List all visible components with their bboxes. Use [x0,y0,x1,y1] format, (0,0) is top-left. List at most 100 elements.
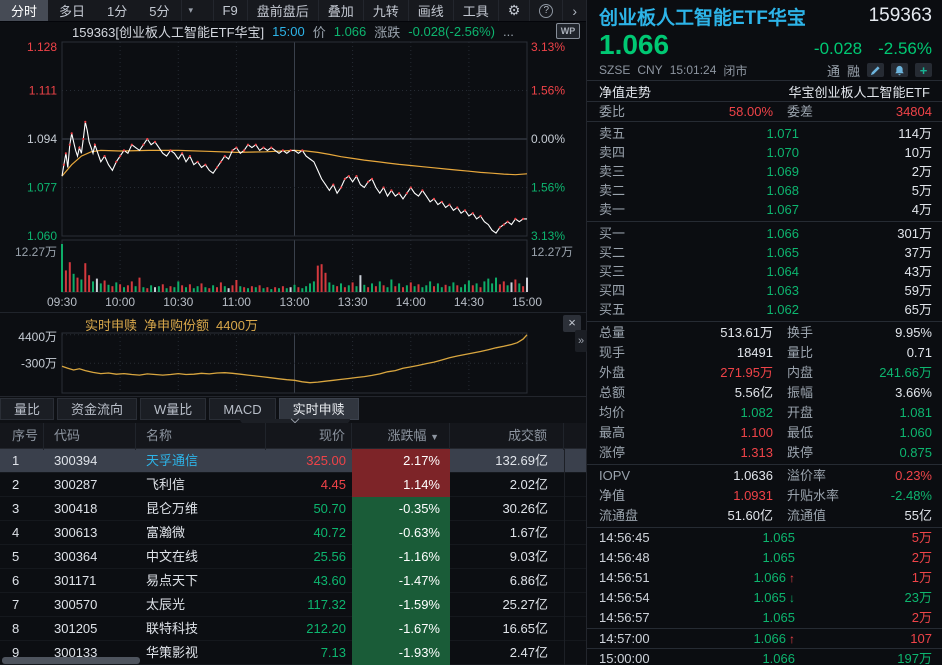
stat-row: 净值 1.0931 升贴水率 -2.48% [587,486,942,506]
intraday-chart-svg[interactable]: 1.128 3.13% 1.111 1.56% 1.094 0.00% 1.077 1.56%… [0,40,586,312]
svg-text:13:00: 13:00 [279,295,309,309]
panel-collapse-handle[interactable]: » [575,330,587,352]
header-code[interactable]: 代码 [44,423,136,450]
table-row[interactable]: 2 300287 飞利信 4.45 1.14% 2.02亿 [0,473,586,497]
tick-time: 14:56:54 [599,590,650,605]
menu-overlay[interactable]: 叠加 [317,0,363,21]
expand-arrow-icon[interactable]: › [562,0,586,21]
cell-price: 7.13 [320,645,346,660]
subchart-close-button[interactable]: × [563,315,581,332]
header-turnover[interactable]: 成交额 [450,423,564,450]
fund-full-name[interactable]: 华宝创业板人工智能ETF [788,84,930,100]
edit-pencil-icon[interactable] [867,63,884,77]
stat-label: 量比 [787,345,814,360]
menu-draw-line[interactable]: 画线 [407,0,453,21]
tick-price: 1.065 ↓ [753,590,795,605]
table-row[interactable]: 6 301171 易点天下 43.60 -1.47% 6.86亿 [0,569,586,593]
table-row[interactable]: 3 300418 昆仑万维 50.70 -0.35% 30.26亿 [0,497,586,521]
menu-tools[interactable]: 工具 [452,0,498,21]
stat-label: 换手 [787,325,814,340]
ask-levels: 卖五 1.071 114万 卖四 1.070 10万 卖三 1.069 2万 卖二 1.068 5万卖… [587,122,942,221]
nav-nav-trend-link[interactable]: 净值走势 [599,84,652,100]
svg-text:1.56%: 1.56% [531,181,565,195]
tick-volume: 5万 [911,530,932,545]
menu-nine-turn[interactable]: 九转 [362,0,408,21]
period-dropdown-caret-icon[interactable]: ▾ [180,0,201,21]
indicator-tab-volume-ratio[interactable]: 量比 [0,398,55,420]
book-level-volume: 37万 [904,245,932,260]
stat-label: 总额 [599,385,626,400]
stat-label: 现手 [599,345,626,360]
more-ellipsis[interactable]: ... [503,23,514,39]
header-change-pct[interactable]: 涨跌幅 ▼ [352,423,450,450]
subchart-svg[interactable]: 4400万 -300万 [0,331,586,395]
bid-row[interactable]: 买四 1.063 59万 [587,281,942,300]
settings-gear-icon[interactable]: ⚙ [497,0,530,21]
stat-label: 净值 [599,488,626,503]
ask-row[interactable]: 卖四 1.070 10万 [587,143,942,162]
cell-price: 25.56 [313,549,346,564]
stat-row: IOPV 1.0636 溢价率 0.23% [587,466,942,486]
stat-label: 最低 [787,425,814,440]
table-row[interactable]: 9 300133 华策影视 7.13 -1.93% 2.47亿 [0,641,586,665]
bid-row[interactable]: 买二 1.065 37万 [587,243,942,262]
table-row[interactable]: 7 300570 太辰光 117.32 -1.59% 25.27亿 [0,593,586,617]
ask-row[interactable]: 卖一 1.067 4万 [587,200,942,219]
intraday-chart[interactable]: 1.128 3.13% 1.111 1.56% 1.094 0.00% 1.077 1.56%… [0,40,586,312]
tick-volume: 2万 [911,550,932,565]
stat-value: 1.0931 [733,488,773,503]
header-name[interactable]: 名称 [136,423,266,450]
change-label: 涨跌 [374,24,401,40]
table-row[interactable]: 8 301205 联特科技 212.20 -1.67% 16.65亿 [0,617,586,641]
book-level-volume: 43万 [904,264,932,279]
book-level-label: 买五 [599,302,626,317]
collapse-chevron[interactable] [240,414,350,424]
indicator-tab-w-volume-ratio[interactable]: W量比 [140,398,207,420]
cell-index: 1 [12,453,20,468]
period-tab-1min[interactable]: 1分 [107,4,128,19]
table-row[interactable]: 5 300364 中文在线 25.56 -1.16% 9.03亿 [0,545,586,569]
book-level-volume: 301万 [897,226,932,241]
book-level-price: 1.063 [766,283,799,298]
bid-row[interactable]: 买五 1.062 65万 [587,300,942,319]
ask-row[interactable]: 卖二 1.068 5万 [587,181,942,200]
horizontal-scrollbar[interactable] [2,657,140,664]
menu-pre-post-market[interactable]: 盘前盘后 [246,0,318,21]
tick-time: 14:56:45 [599,530,650,545]
period-tab-5min[interactable]: 5分 [149,4,170,19]
bid-row[interactable]: 买三 1.064 43万 [587,262,942,281]
currency-label: CNY [637,63,663,77]
indicator-tab-fund-flow[interactable]: 资金流向 [57,398,138,420]
header-price[interactable]: 现价 [266,423,352,450]
ask-row[interactable]: 卖三 1.069 2万 [587,162,942,181]
cell-extra [564,449,586,473]
table-header: 序号 代码 名称 现价 涨跌幅 ▼ 成交额 [0,423,586,450]
indicator-tab-realtime-subscription[interactable]: 实时申赎 [278,398,359,420]
tick-row: 15:00:00 1.066 197万 [587,648,942,665]
tick-row: 14:56:45 1.065 5万 [587,528,942,548]
add-plus-icon[interactable]: + [915,63,932,78]
stat-row: 现手 18491 量比 0.71 [587,343,942,363]
header-index[interactable]: 序号 [0,423,44,450]
svg-text:14:30: 14:30 [454,295,484,309]
iopv-separator [587,527,942,528]
stat-value: 1.0636 [733,468,773,483]
tick-row: 14:56:57 1.065 2万 [587,608,942,628]
indicator-tab-macd[interactable]: MACD [209,398,276,420]
table-row[interactable]: 1 300394 天孚通信 325.00 2.17% 132.69亿 [0,449,586,473]
cell-index: 2 [12,477,20,492]
ask-row[interactable]: 卖五 1.071 114万 [587,124,942,143]
etf-name[interactable]: 创业板人工智能ETF华宝 [599,7,806,29]
alert-bell-icon[interactable] [891,63,908,77]
help-icon[interactable]: ? [529,0,562,21]
tick-price: 1.065 [762,550,795,565]
period-tab-multi-day[interactable]: 多日 [59,4,86,19]
table-row[interactable]: 4 300613 富瀚微 40.72 -0.63% 1.67亿 [0,521,586,545]
cell-extra [564,593,586,617]
subchart-series-label: 净申购份额 [144,318,210,333]
menu-f9[interactable]: F9 [212,0,247,21]
bid-row[interactable]: 买一 1.066 301万 [587,224,942,243]
wp-badge[interactable]: WP [556,23,580,39]
period-tab-timeline[interactable]: 分时 [0,0,49,21]
stat-label: 升贴水率 [787,488,840,503]
